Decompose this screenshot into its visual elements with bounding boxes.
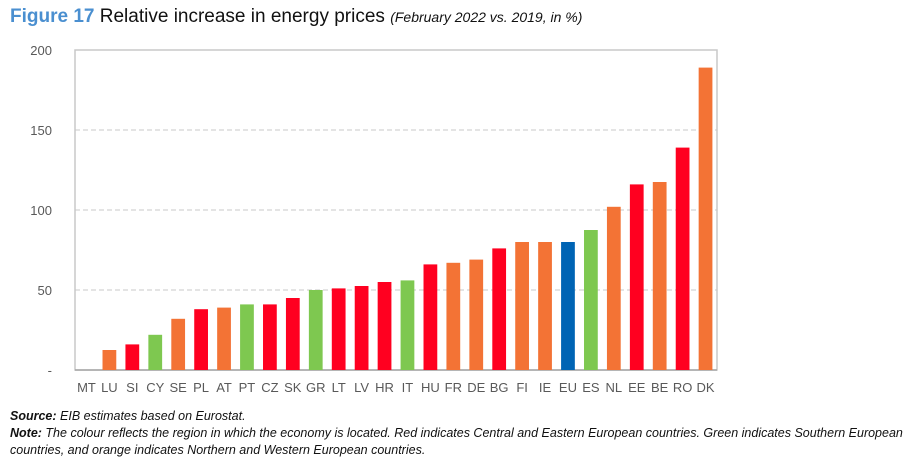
x-tick-label: LV: [354, 380, 369, 395]
bar-lt: [331, 288, 346, 370]
x-tick-label: PT: [239, 380, 256, 395]
x-tick-label: MT: [77, 380, 96, 395]
title-main: Relative increase in energy prices: [99, 6, 385, 27]
bar-de: [469, 259, 484, 370]
bar-be: [652, 182, 667, 370]
y-tick-label: 100: [30, 203, 52, 218]
source-text: EIB estimates based on Eurostat.: [56, 409, 246, 423]
x-tick-label: AT: [216, 380, 232, 395]
x-tick-label: ES: [582, 380, 600, 395]
bar-es: [584, 230, 598, 370]
x-tick-label: SI: [126, 380, 138, 395]
x-tick-label: LU: [101, 380, 118, 395]
bar-cz: [263, 304, 277, 370]
bar-hu: [423, 264, 438, 370]
bar-se: [171, 318, 186, 370]
y-tick-label: -: [48, 363, 52, 378]
title-subtitle: (February 2022 vs. 2019, in %): [390, 9, 583, 25]
bar-nl: [606, 206, 621, 370]
bar-ie: [538, 242, 552, 370]
bar-gr: [308, 290, 323, 370]
bar-ro: [675, 147, 690, 370]
bar-dk: [698, 67, 713, 370]
bar-si: [125, 344, 140, 370]
x-tick-label: NL: [606, 380, 623, 395]
x-tick-label: EE: [628, 380, 646, 395]
x-tick-label: FI: [516, 380, 528, 395]
bar-sk: [285, 298, 300, 370]
bar-fi: [515, 242, 529, 370]
x-tick-label: IE: [539, 380, 552, 395]
x-tick-label: RO: [673, 380, 693, 395]
x-tick-label: EU: [559, 380, 577, 395]
bar-hr: [377, 282, 392, 370]
figure-number: Figure 17: [10, 6, 95, 27]
bar-lv: [354, 286, 369, 370]
x-tick-label: BE: [651, 380, 669, 395]
bar-at: [217, 307, 231, 370]
bar-lu: [102, 350, 117, 370]
x-tick-label: CZ: [261, 380, 278, 395]
y-tick-label: 150: [30, 123, 52, 138]
chart-notes: Source: EIB estimates based on Eurostat.…: [10, 408, 905, 459]
bar-cy: [148, 334, 163, 370]
bar-pt: [240, 304, 254, 370]
x-tick-label: DK: [697, 380, 715, 395]
bar-bg: [492, 248, 507, 370]
bar-chart: - 50 100 150 200 MT LU SI CY SE PL AT PT CZ SK GR LT LV HR…: [30, 43, 718, 395]
x-tick-label: HU: [421, 380, 440, 395]
x-tick-label: HR: [375, 380, 394, 395]
bar-fr: [446, 262, 461, 370]
note-text: The colour reflects the region in which …: [10, 426, 903, 457]
bar-ee: [629, 184, 644, 370]
source-label: Source:: [10, 409, 57, 423]
x-tick-label: PL: [193, 380, 209, 395]
x-tick-label: DE: [467, 380, 485, 395]
x-tick-label: FR: [445, 380, 462, 395]
x-tick-label: CY: [146, 380, 164, 395]
x-tick-label: SE: [170, 380, 188, 395]
y-tick-label: 200: [30, 43, 52, 58]
bar-eu: [561, 242, 575, 370]
note-label: Note:: [10, 426, 42, 440]
x-tick-label: SK: [284, 380, 302, 395]
bar-pl: [194, 309, 208, 370]
x-tick-label: BG: [490, 380, 509, 395]
x-tick-label: GR: [306, 380, 326, 395]
bar-it: [400, 280, 415, 370]
chart-title: Figure 17 Relative increase in energy pr…: [10, 6, 582, 28]
y-tick-label: 50: [38, 283, 52, 298]
x-tick-label: IT: [402, 380, 414, 395]
x-tick-label: LT: [332, 380, 346, 395]
